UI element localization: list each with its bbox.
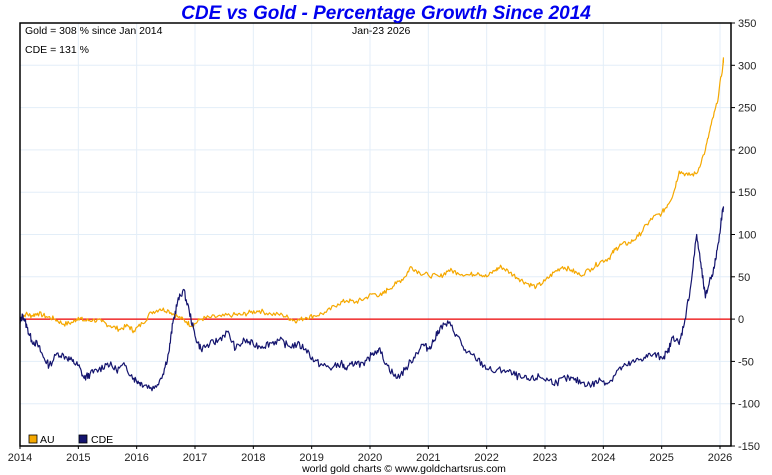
x-tick-label: 2026	[708, 452, 732, 464]
cde-summary-annotation: CDE = 131 %	[25, 44, 89, 56]
legend-item-au: AU	[28, 434, 55, 446]
y-tick-label: 100	[738, 230, 756, 242]
chart-title: CDE vs Gold - Percentage Growth Since 20…	[181, 3, 591, 24]
y-tick-label: 50	[738, 272, 750, 284]
x-tick-label: 2023	[533, 452, 557, 464]
series-cde	[19, 206, 725, 392]
legend-label-cde: CDE	[91, 434, 113, 446]
legend: AU CDE	[28, 434, 113, 446]
series-au	[19, 57, 725, 334]
x-tick-label: 2017	[183, 452, 207, 464]
x-tick-label: 2014	[8, 452, 32, 464]
x-axis: 2014 2015 2016 2017 2018 2019 2020 2021 2022 2023…	[8, 446, 732, 464]
legend-label-au: AU	[40, 434, 55, 446]
y-tick-label: -150	[738, 441, 760, 453]
x-tick-label: 2019	[299, 452, 323, 464]
credit-text: world gold charts © www.goldchartsrus.co…	[301, 463, 506, 475]
gridlines	[20, 23, 731, 446]
y-tick-label: -50	[738, 356, 754, 368]
y-tick-label: 300	[738, 60, 756, 72]
y-tick-label: -100	[738, 399, 760, 411]
legend-item-cde: CDE	[78, 434, 113, 446]
x-tick-label: 2025	[649, 452, 673, 464]
y-tick-label: 150	[738, 187, 756, 199]
y-tick-label: 250	[738, 103, 756, 115]
x-tick-label: 2021	[416, 452, 440, 464]
legend-swatch-cde	[78, 434, 88, 444]
x-tick-label: 2015	[66, 452, 90, 464]
x-tick-label: 2018	[241, 452, 265, 464]
y-tick-label: 0	[738, 314, 744, 326]
gold-summary-annotation: Gold = 308 % since Jan 2014	[25, 25, 163, 37]
series-line-cde	[19, 206, 725, 392]
date-annotation: Jan-23 2026	[352, 25, 411, 37]
series-line-au	[19, 57, 725, 334]
y-axis: 350 300 250 200 150 100 50 0 -50 -100 -150	[731, 18, 760, 453]
x-tick-label: 2016	[124, 452, 148, 464]
x-tick-label: 2020	[358, 452, 382, 464]
x-tick-label: 2022	[474, 452, 498, 464]
x-tick-label: 2024	[591, 452, 615, 464]
y-tick-label: 350	[738, 18, 756, 30]
legend-swatch-au	[28, 434, 38, 444]
y-tick-label: 200	[738, 145, 756, 157]
